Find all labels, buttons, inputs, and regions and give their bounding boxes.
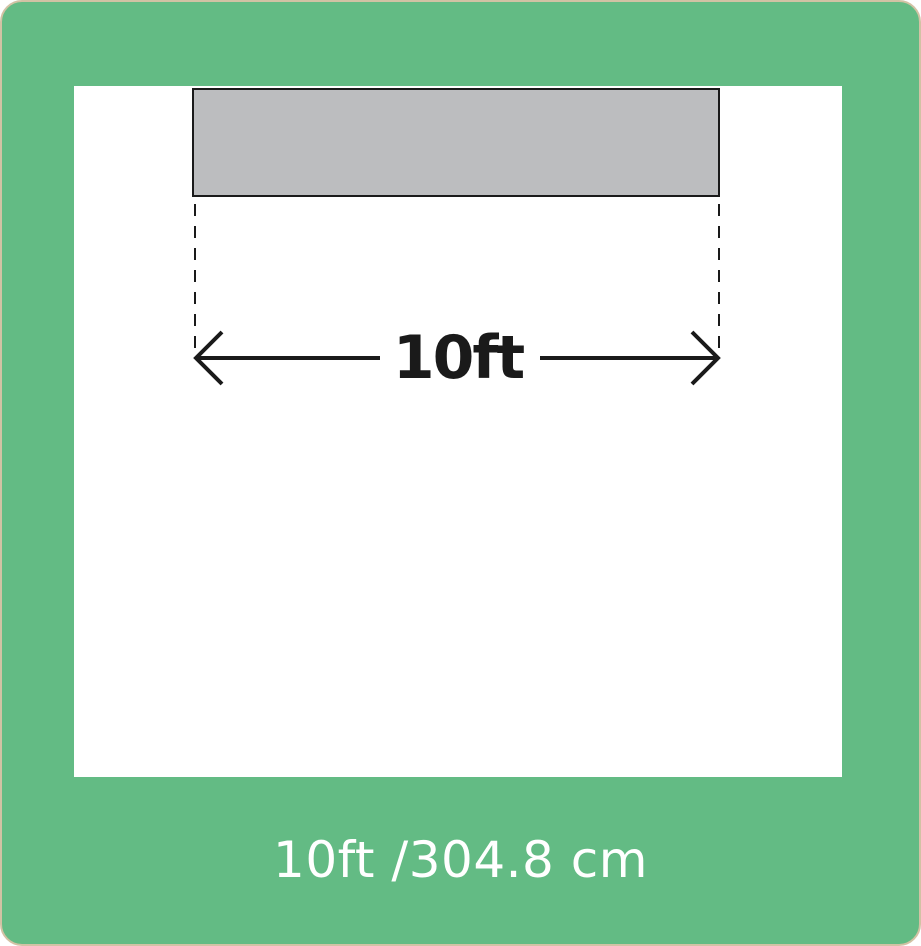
diagram-panel: 10ft: [74, 86, 842, 777]
measured-object: [192, 88, 720, 197]
arrow-right-icon: [690, 330, 721, 386]
dimension-drawing: [192, 88, 721, 386]
dimension-label: 10ft: [392, 323, 525, 393]
arrow-left-icon: [193, 330, 224, 386]
measurement-caption: 10ft /304.8 cm: [273, 831, 648, 889]
